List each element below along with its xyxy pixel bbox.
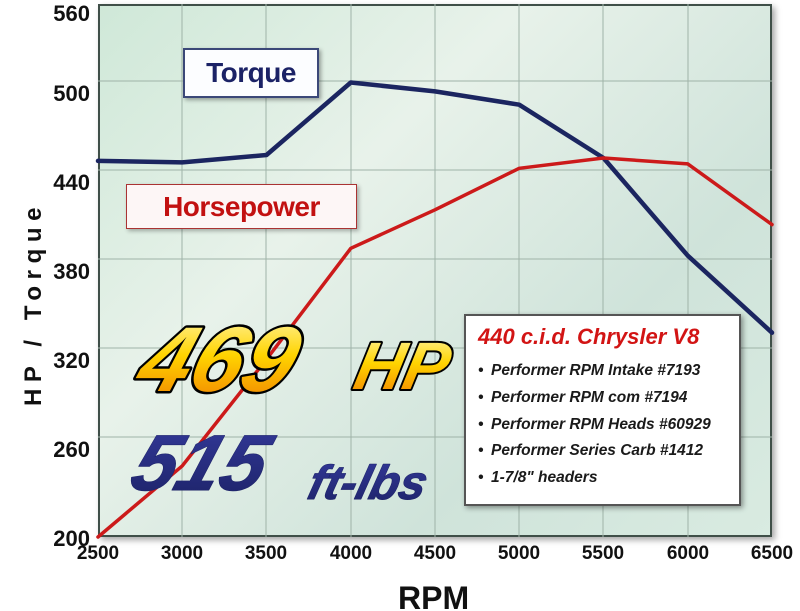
svg-text:469: 469 bbox=[124, 309, 313, 411]
svg-text:ft-lbs: ft-lbs bbox=[303, 457, 434, 510]
svg-text:HP: HP bbox=[348, 330, 458, 404]
svg-text:515: 515 bbox=[121, 420, 283, 508]
